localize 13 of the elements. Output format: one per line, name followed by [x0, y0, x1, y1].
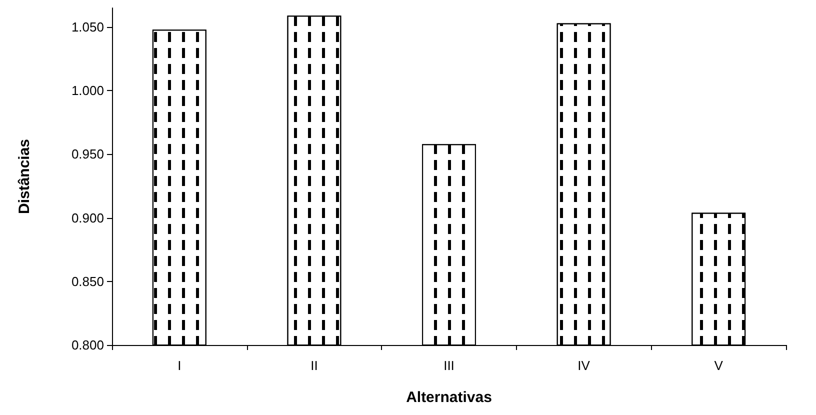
y-tick-label: 1.000: [71, 83, 104, 98]
x-tick-label: II: [310, 358, 318, 373]
y-axis-title: Distâncias: [16, 138, 33, 214]
x-tick-label: III: [444, 358, 454, 373]
x-tick-label: V: [714, 358, 724, 373]
y-tick-label: 0.950: [71, 146, 104, 162]
x-tick-label: IV: [578, 358, 590, 373]
y-tick-label: 0.800: [71, 338, 104, 352]
x-axis-title: Alternativas: [406, 389, 492, 406]
y-tick-label: 0.900: [71, 210, 104, 226]
x-tick-label: I: [178, 358, 182, 373]
y-tick-label: 1.050: [71, 20, 104, 35]
y-tick-label: 0.850: [71, 274, 104, 289]
